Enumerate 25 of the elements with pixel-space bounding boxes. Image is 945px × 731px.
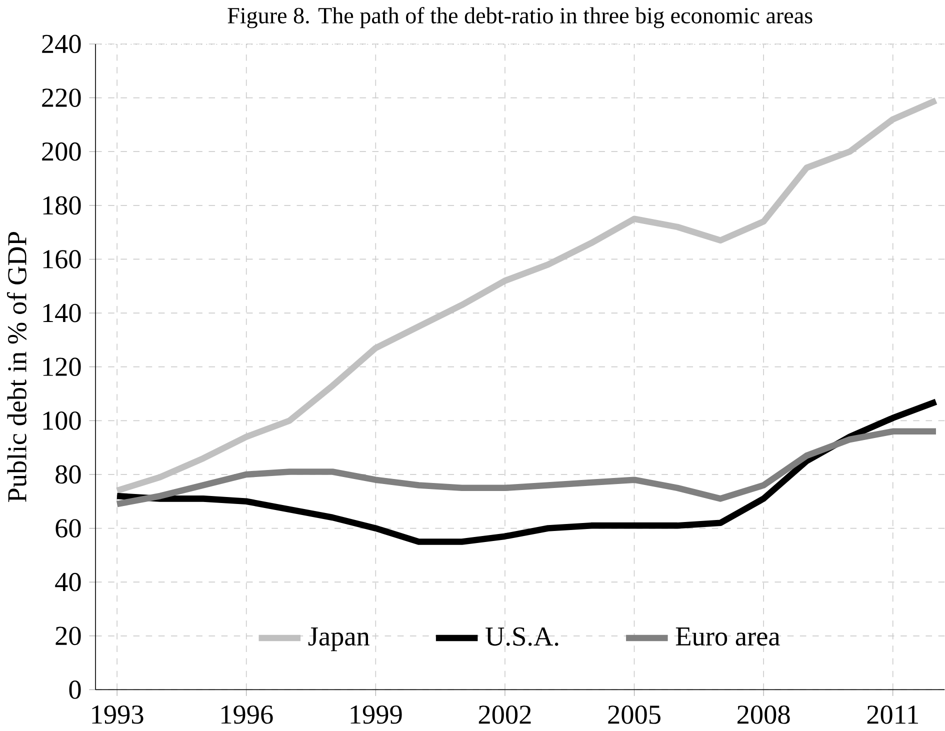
y-axis-title: Public debt in % of GDP — [6, 232, 27, 502]
y-tick-label: 240 — [42, 34, 81, 54]
y-tick-label: 80 — [56, 465, 81, 484]
x-tick-label: 2011 — [867, 706, 918, 724]
x-tick-label: 2002 — [478, 706, 531, 724]
y-tick-label: 60 — [56, 519, 81, 538]
x-tick-label: 2005 — [608, 706, 660, 724]
x-tick-label: 1996 — [222, 706, 273, 724]
y-tick-label: 200 — [42, 142, 81, 161]
y-tick-label: 40 — [55, 572, 81, 592]
legend-label: Euro area — [676, 628, 780, 646]
y-tick-label: 100 — [43, 412, 81, 430]
chart-title: Figure 8. The path of the debt-ratio in three big economic areas — [228, 7, 812, 28]
y-tick-label: 20 — [56, 626, 81, 646]
y-tick-label: 220 — [42, 88, 81, 108]
x-tick-label: 1993 — [92, 706, 144, 724]
y-tick-label: 180 — [43, 196, 81, 215]
y-tick-label: 160 — [43, 250, 81, 268]
y-tick-label: 0 — [69, 680, 81, 699]
x-tick-label: 1999 — [350, 706, 402, 724]
x-tick-label: 2008 — [737, 706, 790, 724]
legend-label: Japan — [308, 628, 370, 652]
y-tick-label: 120 — [43, 358, 81, 376]
y-tick-label: 140 — [43, 304, 81, 322]
legend-label: U.S.A. — [486, 627, 558, 646]
